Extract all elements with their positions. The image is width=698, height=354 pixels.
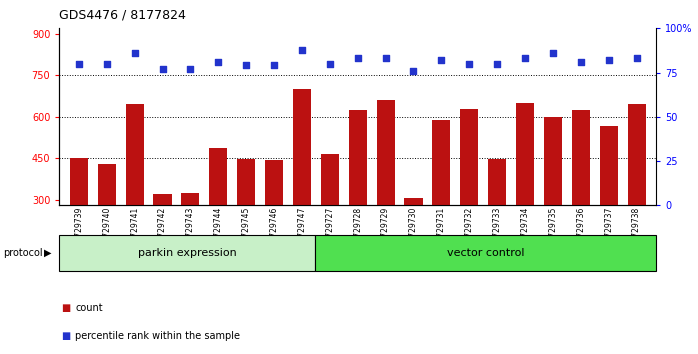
Bar (321, 154, 339, 205)
Bar (154, 194, 172, 205)
Text: parkin expression: parkin expression (138, 248, 237, 258)
Text: ■: ■ (61, 303, 70, 313)
Point (101, 61, 112, 67)
Point (297, 47, 308, 52)
Point (491, 61, 503, 67)
Point (408, 68, 419, 74)
Bar (488, 159, 506, 205)
Text: count: count (75, 303, 103, 313)
Point (380, 56, 391, 61)
Point (575, 59, 586, 65)
Point (185, 66, 196, 72)
Bar (70, 158, 88, 205)
Bar (98, 164, 116, 205)
Bar (181, 193, 200, 205)
Bar (404, 198, 422, 205)
Bar (349, 110, 366, 205)
Point (436, 57, 447, 63)
Bar (600, 126, 618, 205)
Point (129, 50, 140, 56)
Point (213, 59, 224, 65)
Bar (460, 109, 478, 205)
Bar (376, 100, 394, 205)
Point (603, 57, 614, 63)
Bar (265, 160, 283, 205)
Bar (315, 235, 656, 271)
Text: ▶: ▶ (44, 248, 52, 258)
Point (73, 61, 84, 67)
Point (269, 63, 280, 68)
Point (241, 63, 252, 68)
Point (631, 56, 642, 61)
Point (547, 50, 558, 56)
Bar (544, 117, 562, 205)
Bar (209, 148, 228, 205)
Bar (432, 120, 450, 205)
Bar (293, 89, 311, 205)
Text: vector control: vector control (447, 248, 524, 258)
Bar (516, 103, 534, 205)
Point (519, 56, 530, 61)
Text: percentile rank within the sample: percentile rank within the sample (75, 331, 240, 341)
Point (352, 56, 363, 61)
Text: ■: ■ (61, 331, 70, 341)
Text: protocol: protocol (3, 248, 43, 258)
Bar (572, 110, 590, 205)
Text: GDS4476 / 8177824: GDS4476 / 8177824 (59, 9, 186, 22)
Point (157, 66, 168, 72)
Point (325, 61, 336, 67)
Bar (126, 104, 144, 205)
Bar (59, 235, 315, 271)
Bar (237, 159, 255, 205)
Point (463, 61, 475, 67)
Bar (628, 104, 646, 205)
